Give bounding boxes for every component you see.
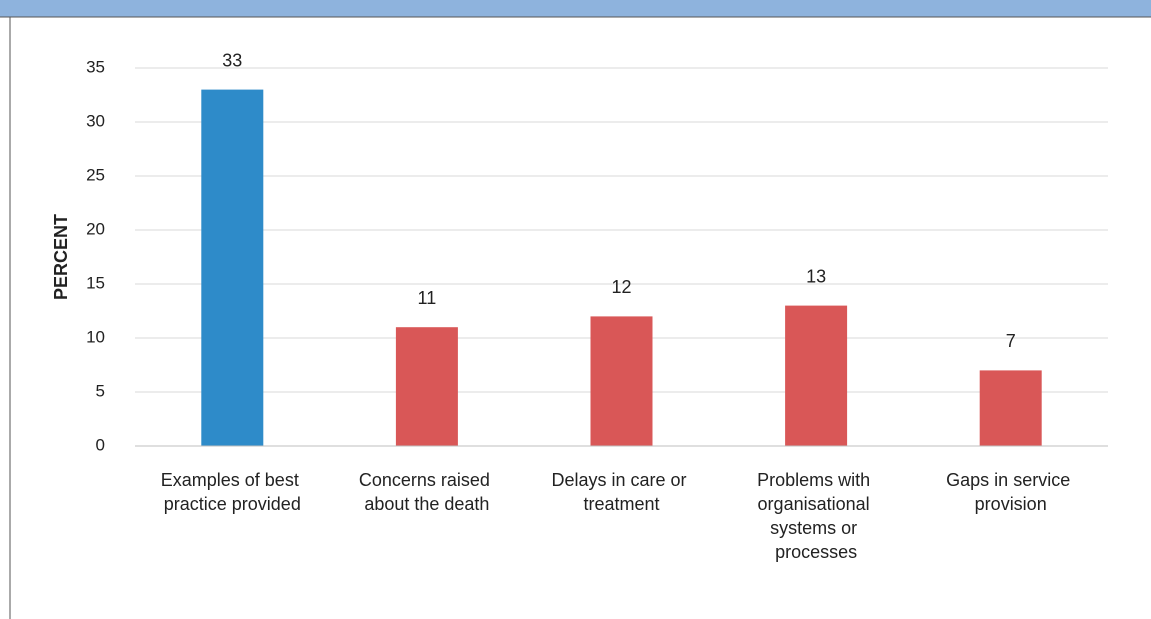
y-tick-label: 25 <box>86 165 105 184</box>
y-tick-label: 5 <box>96 381 105 400</box>
y-axis-label: PERCENT <box>51 214 71 300</box>
y-tick-label: 35 <box>86 57 105 76</box>
x-tick-label: Gaps in service provision <box>946 470 1075 514</box>
value-label: 7 <box>1006 331 1016 351</box>
bar <box>590 316 653 446</box>
bar <box>201 89 264 446</box>
x-tick-label: Problems with organisational systems or … <box>757 470 875 562</box>
value-label: 11 <box>418 288 437 308</box>
value-label: 12 <box>611 277 631 297</box>
y-tick-label: 20 <box>86 219 105 238</box>
x-tick-label: Concerns raised about the death <box>359 470 495 514</box>
bar <box>979 370 1042 446</box>
y-tick-label: 0 <box>96 435 105 454</box>
y-tick-label: 15 <box>86 273 105 292</box>
x-tick-label: Delays in care or treatment <box>551 470 691 514</box>
bar <box>395 327 458 446</box>
value-label: 33 <box>222 50 242 70</box>
bar <box>785 305 848 446</box>
value-label: 13 <box>806 266 826 286</box>
x-tick-label: Examples of best practice provided <box>161 470 304 514</box>
y-tick-label: 30 <box>86 111 105 130</box>
y-tick-label: 10 <box>86 327 105 346</box>
header-band <box>0 0 1151 17</box>
